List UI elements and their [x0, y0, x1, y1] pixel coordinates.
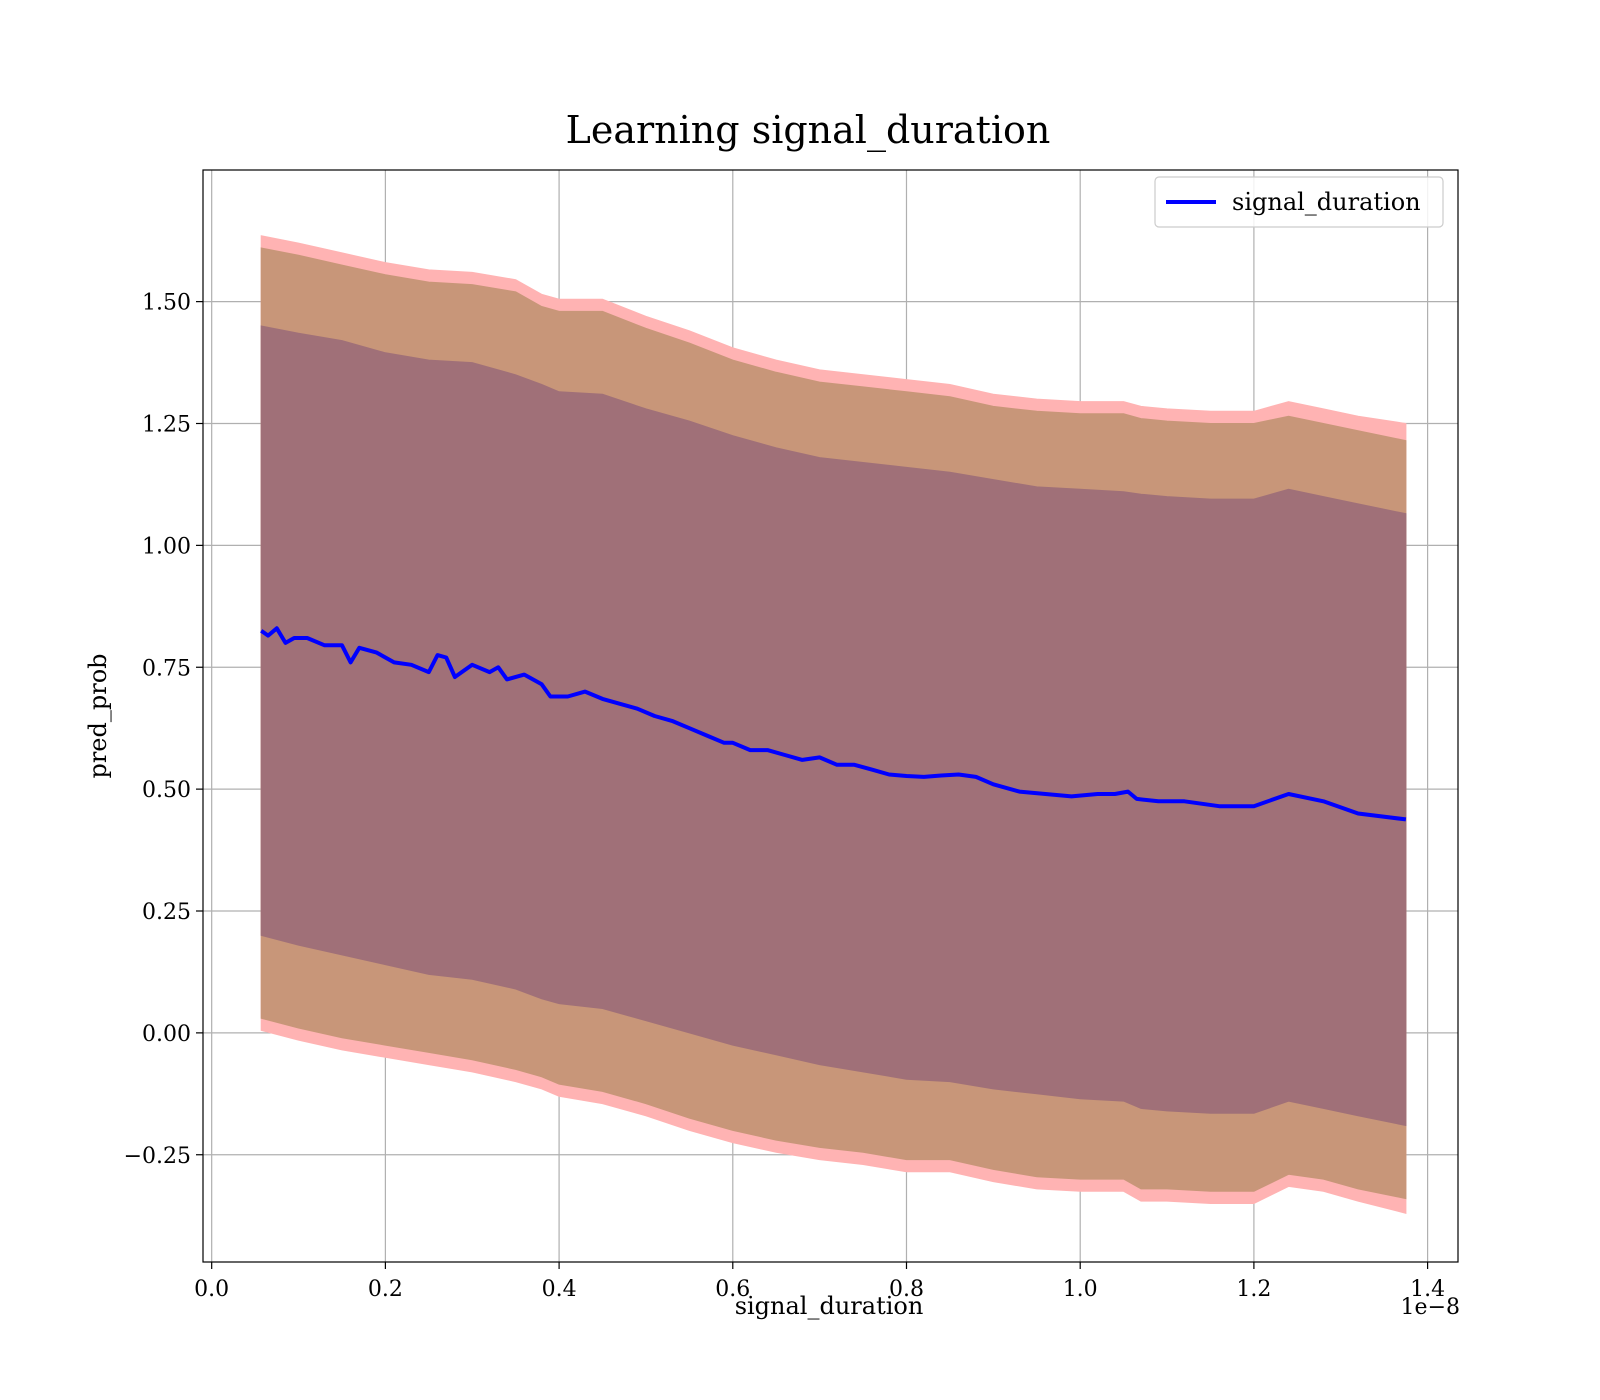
legend-label: signal_duration [1232, 188, 1421, 216]
x-tick-label: 0.4 [542, 1277, 577, 1302]
x-tick-label: 1.4 [1410, 1277, 1445, 1302]
series-line [260, 626, 1407, 822]
y-tick-label: 0.00 [142, 1022, 191, 1047]
x-tick-label: 0.2 [368, 1277, 403, 1302]
x-tick-label: 0.0 [194, 1277, 229, 1302]
x-tick-label: 1.2 [1236, 1277, 1271, 1302]
y-tick-label: 0.75 [142, 656, 191, 681]
x-tick-label: 0.6 [715, 1277, 750, 1302]
band-inner [260, 325, 1407, 1127]
x-offset-text: 1e−8 [1401, 1295, 1460, 1320]
y-tick-label: 0.25 [142, 900, 191, 925]
chart-title: Learning signal_duration [566, 108, 1051, 153]
y-tick-label: −0.25 [124, 1144, 191, 1169]
y-axis-label: pred_prob [84, 653, 112, 778]
y-tick-label: 0.50 [142, 778, 191, 803]
y-tick-label: 1.50 [142, 291, 191, 316]
x-tick-label: 1.0 [1063, 1277, 1098, 1302]
x-tick-label: 0.8 [889, 1277, 924, 1302]
y-tick-label: 1.25 [142, 413, 191, 438]
x-ticks: 0.0 0.2 0.4 0.6 0.8 1.0 1.2 1.4 [194, 1262, 1445, 1302]
legend: signal_duration [1154, 176, 1444, 228]
y-ticks: −0.25 0.00 0.25 0.50 0.75 1.00 1.25 1.50 [124, 291, 203, 1169]
plot-frame [202, 169, 1459, 1263]
series-lines [260, 626, 1407, 822]
x-axis-label: signal_duration [735, 1292, 924, 1320]
y-tick-label: 1.00 [142, 534, 191, 559]
bands [260, 235, 1407, 1214]
legend-box [1154, 176, 1444, 228]
